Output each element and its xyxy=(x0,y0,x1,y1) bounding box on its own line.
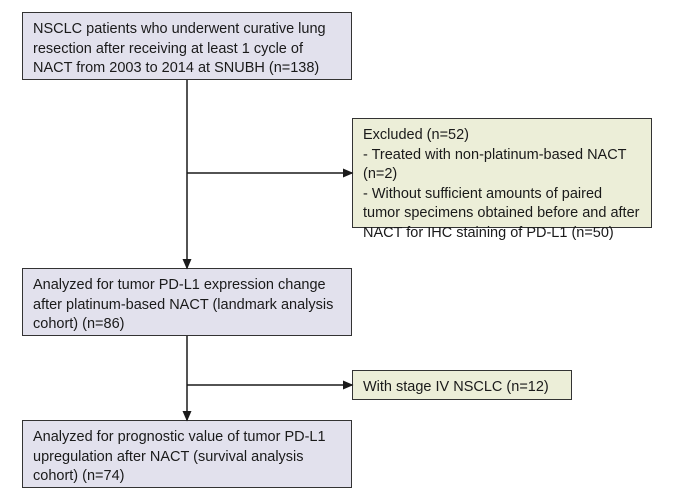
flow-box-stage4-excluded: With stage IV NSCLC (n=12) xyxy=(352,370,572,400)
flow-box-text: Analyzed for prognostic value of tumor P… xyxy=(33,429,326,484)
flow-box-text: Excluded (n=52) - Treated with non-plati… xyxy=(363,127,639,241)
flow-box-text: Analyzed for tumor PD-L1 expression chan… xyxy=(33,277,333,332)
flow-box-survival-cohort: Analyzed for prognostic value of tumor P… xyxy=(22,420,352,488)
flow-box-text: With stage IV NSCLC (n=12) xyxy=(363,379,549,395)
flow-box-initial-cohort: NSCLC patients who underwent curative lu… xyxy=(22,12,352,80)
flow-box-landmark-cohort: Analyzed for tumor PD-L1 expression chan… xyxy=(22,268,352,336)
flow-box-text: NSCLC patients who underwent curative lu… xyxy=(33,21,326,76)
flow-box-excluded: Excluded (n=52) - Treated with non-plati… xyxy=(352,118,652,228)
